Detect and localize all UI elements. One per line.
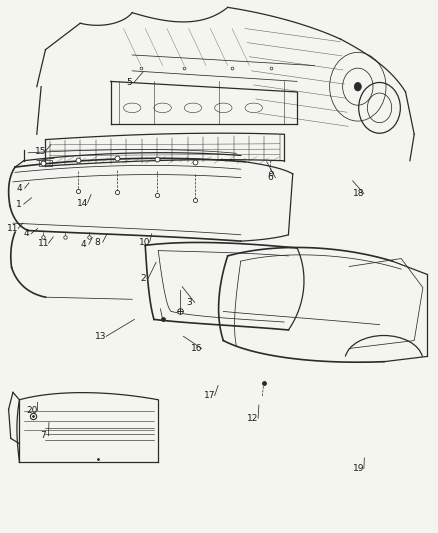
- Text: 13: 13: [95, 332, 107, 341]
- Text: 14: 14: [77, 198, 88, 207]
- Text: 2: 2: [140, 273, 146, 282]
- Text: 17: 17: [204, 391, 215, 400]
- Text: 11: 11: [38, 239, 49, 248]
- Text: 6: 6: [267, 173, 273, 182]
- Text: 15: 15: [35, 147, 46, 156]
- Text: 4: 4: [17, 184, 22, 193]
- Text: 19: 19: [353, 464, 364, 473]
- Text: 4: 4: [23, 229, 29, 238]
- Circle shape: [354, 83, 361, 91]
- Text: 10: 10: [139, 238, 150, 247]
- Text: 16: 16: [191, 344, 202, 353]
- Text: 4: 4: [81, 240, 86, 249]
- Text: 18: 18: [353, 189, 364, 198]
- Text: 12: 12: [247, 414, 258, 423]
- Text: 7: 7: [40, 431, 46, 440]
- Text: 11: 11: [7, 224, 19, 233]
- Text: 8: 8: [95, 238, 100, 247]
- Text: 20: 20: [26, 406, 37, 415]
- Text: 3: 3: [187, 298, 192, 307]
- Bar: [39, 160, 52, 166]
- Text: 5: 5: [126, 78, 132, 87]
- Text: 1: 1: [16, 199, 21, 208]
